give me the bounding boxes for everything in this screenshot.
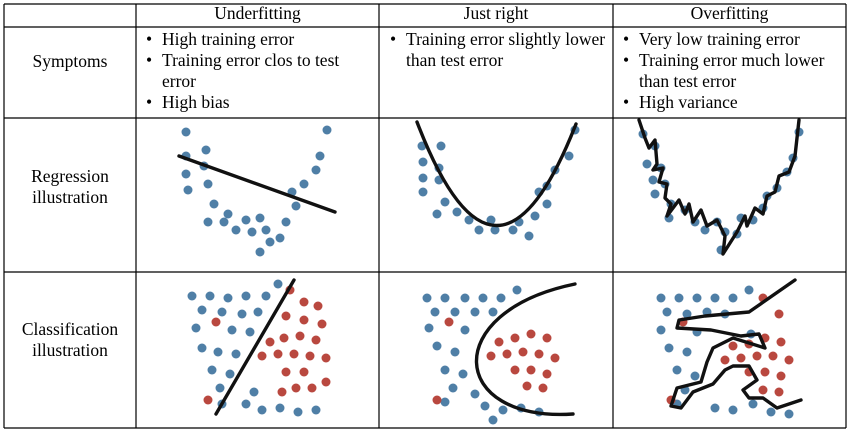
symptom-item: Training error slightly lower than test … [386,29,610,71]
red-class-points [203,285,331,405]
regression-underfitting-plot [177,125,337,257]
symptom-item: Very low training error [619,29,843,50]
overfit-wiggly-curve [637,118,801,256]
linear-decision-boundary [214,278,296,416]
classification-underfitting-plot [187,278,331,417]
overfit-decision-boundary [669,278,803,410]
blue-class-points [187,279,321,417]
row-label-regression: Regression illustration [4,166,136,208]
symptom-item: High variance [619,92,843,113]
symptoms-underfitting: High training error Training error clos … [142,29,374,113]
regression-points [181,125,332,257]
row-label-regression-line1: Regression [31,166,109,186]
row-label-regression-line2: illustration [32,187,108,207]
red-class-points [432,317,560,405]
header-underfitting: Underfitting [214,3,301,23]
symptoms-just-right: Training error slightly lower than test … [386,29,610,71]
symptom-item: Training error clos to test error [142,50,374,92]
blue-class-points [422,285,544,425]
regression-overfitting-plot [637,118,804,256]
symptom-item: Training error much lower than test erro… [619,50,843,92]
symptom-item: High training error [142,29,374,50]
regression-just-right-plot [415,120,580,241]
regression-points [417,125,580,241]
linear-fit-line [177,154,337,214]
row-label-symptoms: Symptoms [32,51,108,71]
classification-just-right-plot [422,282,577,425]
quadratic-fit-curve [415,120,578,227]
symptom-item: High bias [142,92,374,113]
symptoms-overfitting: Very low training error Training error m… [619,29,843,113]
row-label-classification-line1: Classification [21,319,119,339]
row-label-classification-line2: illustration [32,340,108,360]
curved-decision-boundary [474,282,577,417]
classification-overfitting-plot [656,278,803,419]
regression-points [638,127,804,255]
row-label-classification: Classification illustration [4,319,136,361]
header-overfitting: Overfitting [690,3,769,23]
header-just-right: Just right [463,3,529,23]
